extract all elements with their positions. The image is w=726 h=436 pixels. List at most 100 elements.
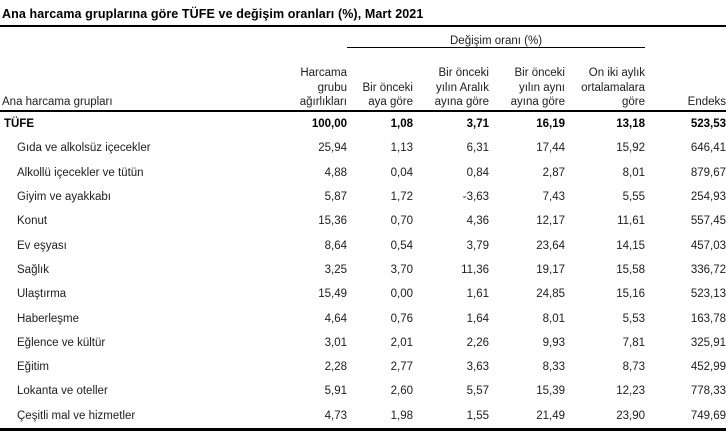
spanner-header-row: Değişim oranı (%) [0, 27, 726, 48]
cell-weight: 15,36 [318, 215, 347, 228]
table-row: Ulaştırma 15,49 0,00 1,61 24,85 15,16 52… [0, 282, 726, 306]
cell-annual-change: 8,33 [542, 361, 565, 374]
cell-monthly-change: 0,76 [390, 312, 413, 325]
row-label: Gıda ve alkolsüz içecekler [17, 142, 151, 155]
cell-annual-change: 12,17 [536, 215, 565, 228]
cell-index: 457,03 [690, 239, 726, 252]
cell-ytd-change: 3,71 [466, 118, 489, 131]
cell-annual-change: 21,49 [536, 409, 565, 422]
cell-ytd-change: 5,57 [466, 385, 489, 398]
cell-annual-change: 16,19 [536, 118, 565, 131]
cell-index: 325,91 [690, 336, 726, 349]
row-label: Konut [17, 215, 48, 228]
cell-ytd-change: 0,84 [466, 166, 489, 179]
column-header-row: Ana harcama grupları Harcama grubu ağırl… [0, 47, 726, 112]
cell-index: 749,69 [690, 409, 726, 422]
cell-index: 452,99 [690, 361, 726, 374]
row-label: Ulaştırma [17, 288, 67, 301]
cell-annual-change: 24,85 [536, 288, 565, 301]
cell-avg-change: 7,81 [622, 336, 646, 349]
table-row: Alkollü içecekler ve tütün 4,88 0,04 0,8… [0, 161, 726, 185]
row-label: Haberleşme [17, 312, 79, 325]
row-label: Lokanta ve oteller [17, 385, 108, 398]
cell-monthly-change: 0,04 [390, 166, 413, 179]
cell-avg-change: 15,16 [616, 288, 646, 301]
table-row: Çeşitli mal ve hizmetler 4,73 1,98 1,55 … [0, 404, 726, 430]
cell-weight: 25,94 [318, 142, 347, 155]
cell-weight: 100,00 [311, 118, 347, 131]
cell-avg-change: 13,18 [616, 118, 646, 131]
cell-monthly-change: 1,08 [390, 118, 413, 131]
table-row: Gıda ve alkolsüz içecekler 25,94 1,13 6,… [0, 136, 726, 160]
cell-index: 163,78 [690, 312, 726, 325]
table-row: Konut 15,36 0,70 4,36 12,17 11,61 557,45 [0, 209, 726, 233]
row-label: Alkollü içecekler ve tütün [17, 166, 144, 179]
cell-annual-change: 7,43 [542, 191, 565, 204]
cell-weight: 15,49 [318, 288, 347, 301]
cell-weight: 8,64 [324, 239, 347, 252]
cell-weight: 2,28 [324, 361, 347, 374]
table-row: Eğitim 2,28 2,77 3,63 8,33 8,73 452,99 [0, 355, 726, 379]
change-rate-spanner-header: Değişim oranı (%) [347, 27, 646, 48]
cell-avg-change: 5,55 [622, 191, 646, 204]
cell-monthly-change: 0,54 [390, 239, 413, 252]
cell-monthly-change: 3,70 [390, 263, 413, 276]
cell-weight: 3,01 [324, 336, 347, 349]
page-title: Ana harcama gruplarına göre TÜFE ve deği… [0, 0, 726, 27]
table-row: Sağlık 3,25 3,70 11,36 19,17 15,58 336,7… [0, 258, 726, 282]
row-label: Eğitim [17, 361, 49, 374]
cell-ytd-change: 1,61 [466, 288, 489, 301]
table-row: Haberleşme 4,64 0,76 1,64 8,01 5,53 163,… [0, 306, 726, 330]
cell-index: 336,72 [690, 263, 726, 276]
cell-monthly-change: 0,70 [390, 215, 413, 228]
col-header-group-weights: Harcama grubu ağırlıkları [283, 47, 347, 112]
col-header-12-month-averages: On iki aylık ortalamalara göre [565, 47, 646, 112]
cell-annual-change: 17,44 [536, 142, 565, 155]
row-label: Çeşitli mal ve hizmetler [17, 409, 136, 422]
cell-ytd-change: 2,26 [466, 336, 489, 349]
row-label: Ev eşyası [17, 239, 67, 252]
cell-ytd-change: 1,64 [466, 312, 489, 325]
cell-annual-change: 9,93 [542, 336, 565, 349]
cell-avg-change: 15,92 [616, 142, 646, 155]
cell-weight: 3,25 [324, 263, 347, 276]
cell-annual-change: 19,17 [536, 263, 565, 276]
cell-index: 523,53 [690, 118, 726, 131]
cell-ytd-change: 1,55 [466, 409, 489, 422]
cell-annual-change: 23,64 [536, 239, 565, 252]
cell-avg-change: 23,90 [616, 409, 646, 422]
cell-index: 557,45 [690, 215, 726, 228]
cell-monthly-change: 0,00 [390, 288, 413, 301]
cell-avg-change: 15,58 [616, 263, 646, 276]
cell-annual-change: 15,39 [536, 385, 565, 398]
cell-monthly-change: 1,13 [390, 142, 413, 155]
cell-weight: 5,91 [324, 385, 347, 398]
cell-index: 523,13 [690, 288, 726, 301]
col-header-main-groups: Ana harcama grupları [0, 47, 283, 112]
cell-ytd-change: 3,79 [466, 239, 489, 252]
cell-avg-change: 8,73 [622, 361, 646, 374]
cell-index: 646,41 [690, 142, 726, 155]
tufe-table: Değişim oranı (%) Ana harcama grupları H… [0, 27, 726, 431]
cell-avg-change: 14,15 [616, 239, 646, 252]
cell-ytd-change: 3,63 [466, 361, 489, 374]
cell-weight: 4,73 [324, 409, 347, 422]
cell-avg-change: 11,61 [617, 215, 646, 228]
cell-monthly-change: 2,60 [390, 385, 413, 398]
cell-ytd-change: 11,36 [461, 263, 489, 276]
cell-avg-change: 12,23 [616, 385, 646, 398]
cell-ytd-change: -3,63 [462, 191, 489, 204]
cell-monthly-change: 2,01 [390, 336, 413, 349]
table-row: Eğlence ve kültür 3,01 2,01 2,26 9,93 7,… [0, 331, 726, 355]
cell-index: 778,33 [690, 385, 726, 398]
table-row: TÜFE 100,00 1,08 3,71 16,19 13,18 523,53 [0, 111, 726, 136]
col-header-vs-previous-month: Bir önceki aya göre [347, 47, 413, 112]
col-header-vs-december: Bir önceki yılın Aralık ayına göre [413, 47, 489, 112]
cell-weight: 4,64 [324, 312, 347, 325]
cell-weight: 5,87 [324, 191, 347, 204]
cell-annual-change: 2,87 [542, 166, 565, 179]
cell-monthly-change: 1,72 [390, 191, 413, 204]
row-label: Giyim ve ayakkabı [17, 191, 111, 204]
cell-ytd-change: 6,31 [466, 142, 489, 155]
